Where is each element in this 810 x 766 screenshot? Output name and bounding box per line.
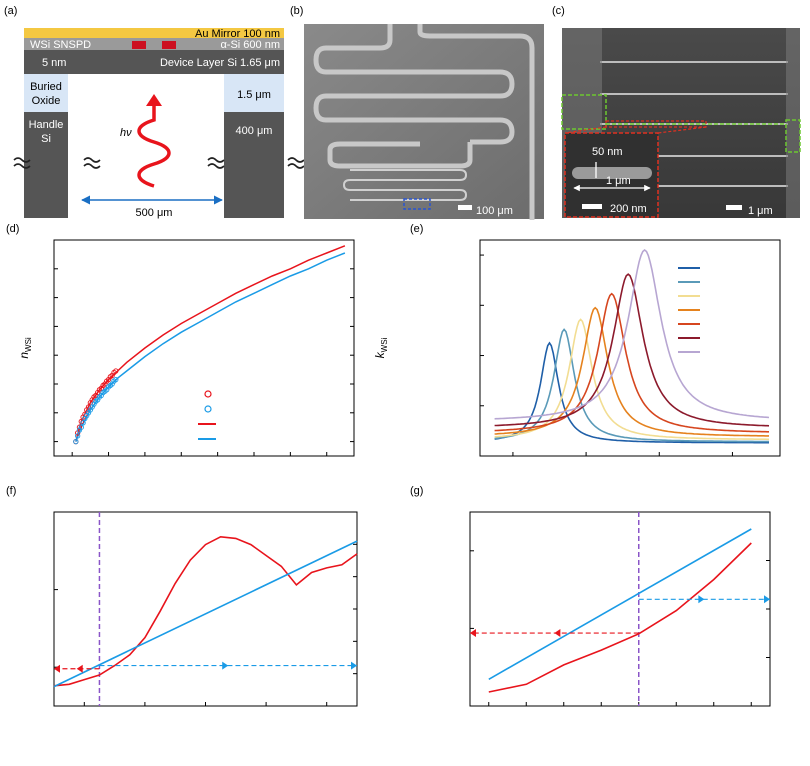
scalebar-b-bg	[458, 205, 472, 210]
thickness-5nm-text: 5 nm	[42, 57, 66, 69]
panel-c-label: (c)	[552, 5, 565, 17]
inset-1um-text: 1 μm	[606, 175, 631, 187]
device-layer-text: Device Layer Si 1.65 μm	[160, 57, 280, 69]
guide-mid-arrow-f-0	[76, 664, 83, 673]
handle-right	[224, 112, 284, 218]
data-point-d-3	[80, 420, 86, 426]
oxide-text: Oxide	[32, 95, 61, 107]
legend-swatch-d-1	[204, 405, 212, 413]
red-source-box	[605, 120, 707, 128]
panel-a-label: (a)	[4, 5, 17, 17]
wsi-text: WSi SNSPD	[30, 39, 91, 51]
asi-layer	[24, 38, 284, 50]
panel-d-label: (d)	[6, 223, 19, 235]
green-box-right	[785, 119, 801, 153]
photon-wave	[137, 94, 171, 188]
inset-scalebar-text: 200 nm	[610, 203, 647, 215]
series-line-e-4	[494, 292, 769, 433]
chart-e	[479, 239, 781, 457]
legend-swatch-d-0	[204, 390, 212, 398]
inset-scalebar	[582, 204, 602, 209]
panel-c: (c) 50 nm 1 μm 200 nm 1 μm	[552, 5, 801, 218]
series-line-e-1	[494, 328, 769, 443]
panel-f-label: (f)	[6, 485, 16, 497]
data-point-d-3	[113, 377, 119, 383]
au-mirror-text: Au Mirror 100 nm	[195, 28, 280, 40]
plot-frame-g	[469, 511, 771, 707]
data-point-d-3	[78, 424, 84, 430]
guide-arrowhead-f-1	[351, 661, 357, 670]
device-layer	[24, 50, 284, 74]
chart-f	[53, 511, 358, 707]
panel-a: (a) Au Mirror 100 nm WSi SNSPD α-Si 600 …	[4, 5, 305, 219]
panel-e-label: (e)	[410, 223, 423, 235]
panel-b: (b) 100 μm	[290, 5, 544, 220]
oxide-thickness-text: 1.5 μm	[237, 89, 271, 101]
width-text: 500 μm	[136, 207, 173, 219]
data-point-d-3	[74, 433, 81, 439]
small-meander	[342, 169, 468, 201]
panel-g-label: (g)	[410, 485, 423, 497]
scalebar-b-text: 100 μm	[476, 205, 513, 217]
oxide-left	[24, 74, 68, 112]
series-line-g-0	[488, 542, 752, 693]
y-axis-label-d: nWSi	[17, 337, 33, 359]
data-point-d-2	[113, 368, 119, 374]
chart-g	[469, 511, 771, 707]
scalebar-c-text: 1 μm	[748, 205, 773, 217]
data-point-d-2	[76, 424, 83, 430]
series-line-f-0	[53, 535, 358, 687]
inset-wire	[572, 167, 652, 179]
series-line-e-2	[494, 318, 769, 441]
guide-arrowhead-f-0	[54, 664, 60, 673]
panel-b-label: (b)	[290, 5, 303, 17]
oxide-right	[224, 74, 284, 112]
guide-arrowhead-g-0	[470, 629, 476, 638]
detector-highlight-box	[403, 198, 431, 210]
guide-mid-arrow-g-0	[554, 629, 561, 638]
series-line-e-0	[494, 341, 769, 444]
guide-arrowhead-g-1	[764, 595, 770, 604]
series-line-d-1	[75, 252, 346, 442]
break-marks	[13, 157, 305, 169]
meander-structure	[313, 24, 535, 220]
handle-text: Handle	[29, 119, 64, 131]
au-mirror-layer	[24, 28, 284, 38]
guide-mid-arrow-f-1	[222, 661, 229, 670]
snspd-strip-1	[132, 41, 146, 49]
y2-axis-label-d: kWSi	[373, 337, 389, 358]
handle-left	[24, 112, 68, 218]
series-line-e-6	[494, 248, 770, 420]
buried-text: Buried	[30, 81, 62, 93]
chart-d: nWSi kWSi	[17, 239, 389, 457]
inset-50nm-text: 50 nm	[592, 146, 623, 158]
zoom-line-1	[564, 126, 607, 134]
data-point-d-3	[73, 438, 79, 445]
plot-frame-e	[479, 239, 781, 457]
scalebar-c-bg	[726, 205, 742, 210]
handle-si-text: Si	[41, 133, 51, 145]
asi-text: α-Si 600 nm	[220, 39, 280, 51]
snspd-strip-2	[162, 41, 176, 49]
guide-mid-arrow-g-1	[698, 595, 705, 604]
photon-hv-text: hν	[120, 127, 132, 139]
plot-frame-d	[53, 239, 355, 457]
handle-thickness-text: 400 μm	[236, 125, 273, 137]
series-line-f-1	[53, 540, 358, 688]
series-line-d-0	[75, 245, 346, 442]
series-line-e-5	[494, 273, 770, 427]
green-box-left	[561, 94, 607, 130]
series-line-g-1	[488, 528, 752, 680]
series-line-e-3	[494, 306, 769, 437]
zoom-line-2	[657, 126, 707, 134]
